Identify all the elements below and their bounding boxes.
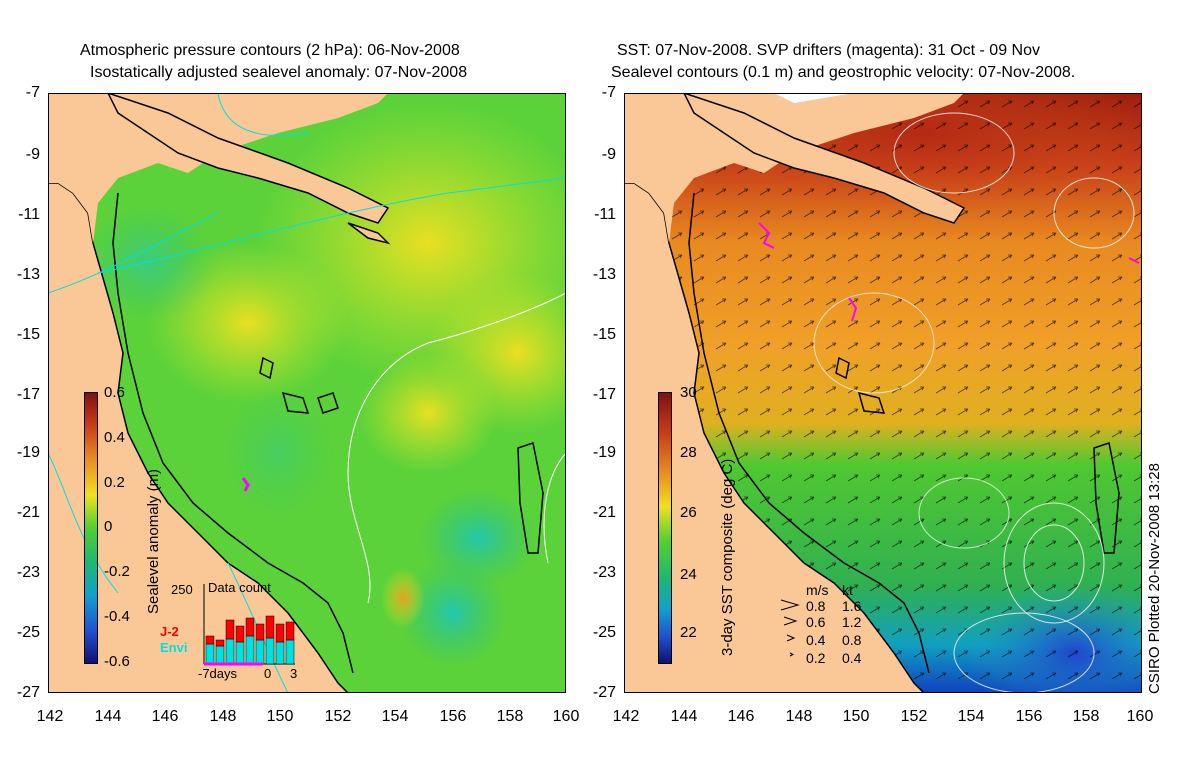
histogram-series-b: Envi [160, 640, 188, 655]
left-xtick: 144 [94, 708, 122, 725]
left-colorbar-tick: 0.4 [104, 429, 125, 446]
left-ytick: -13 [16, 266, 40, 283]
right-xtick: 142 [612, 708, 640, 725]
velocity-legend-header-ms: m/s [806, 582, 829, 598]
left-colorbar-tick: -0.2 [104, 563, 130, 580]
left-colorbar-tick: 0.6 [104, 384, 125, 401]
histogram-ymax: 250 [171, 582, 193, 597]
right-ytick: -27 [592, 684, 616, 701]
right-colorbar-tick: 26 [680, 504, 697, 521]
velocity-legend-ms: 0.8 [806, 598, 826, 614]
left-colorbar-tick: 0.2 [104, 474, 125, 491]
right-xtick: 144 [670, 708, 698, 725]
right-colorbar [658, 392, 672, 664]
left-xtick: 158 [496, 708, 524, 725]
left-ytick: -7 [25, 84, 40, 101]
velocity-legend-ms: 0.4 [806, 632, 826, 648]
right-ytick: -17 [592, 386, 616, 403]
histogram-bars [205, 615, 295, 665]
right-xtick: 154 [957, 708, 985, 725]
left-colorbar-tick: -0.4 [104, 608, 130, 625]
histogram-xlabel-left: -7days [198, 666, 238, 681]
left-xtick: 146 [151, 708, 179, 725]
left-title-line1: Atmospheric pressure contours (2 hPa): 0… [80, 42, 460, 59]
right-xtick: 150 [842, 708, 870, 725]
left-xtick: 160 [552, 708, 580, 725]
right-colorbar-label: 3-day SST composite (deg C) [719, 458, 736, 656]
right-ytick: -15 [592, 326, 616, 343]
left-colorbar-tick: 0 [104, 518, 113, 535]
left-xtick: 142 [36, 708, 64, 725]
right-xtick: 158 [1072, 708, 1100, 725]
right-ytick: -19 [592, 444, 616, 461]
right-xtick: 148 [785, 708, 813, 725]
velocity-legend-kt: 1.2 [842, 614, 862, 630]
right-xtick: 152 [900, 708, 928, 725]
left-sealevel-map [48, 93, 566, 693]
right-colorbar-tick: 28 [680, 444, 697, 461]
right-colorbar-tick: 24 [680, 566, 697, 583]
right-ytick: -11 [594, 206, 616, 223]
left-xtick: 156 [439, 708, 467, 725]
velocity-legend-header-kt: kt [842, 582, 853, 598]
right-xtick: 146 [727, 708, 755, 725]
left-xtick: 152 [324, 708, 352, 725]
left-ytick: -17 [16, 386, 40, 403]
velocity-legend-arrows [780, 599, 800, 657]
right-title-line1: SST: 07-Nov-2008. SVP drifters (magenta)… [617, 42, 1040, 59]
right-colorbar-tick: 22 [680, 624, 697, 641]
velocity-legend-kt: 1.6 [842, 598, 862, 614]
left-colorbar-label: Sealevel anomaly (m) [145, 468, 162, 614]
right-ytick: -23 [592, 564, 616, 581]
right-sst-map [624, 93, 1142, 693]
right-title-line2: Sealevel contours (0.1 m) and geostrophi… [611, 64, 1076, 81]
left-ytick: -11 [18, 206, 40, 223]
left-ytick: -9 [25, 146, 40, 163]
histogram-series-a: J-2 [160, 624, 179, 639]
histogram-title: Data count [208, 580, 271, 595]
histogram-chart [203, 584, 295, 666]
velocity-legend-kt: 0.8 [842, 632, 862, 648]
credit-text: CSIRO Plotted 20-Nov-2008 13:28 [1146, 463, 1163, 694]
left-ytick: -25 [16, 624, 40, 641]
right-xtick: 160 [1126, 708, 1154, 725]
right-ytick: -9 [601, 146, 616, 163]
right-ytick: -13 [592, 266, 616, 283]
histogram-xlabel-right: 3 [290, 666, 298, 681]
left-title-line2: Isostatically adjusted sealevel anomaly:… [90, 64, 468, 81]
left-ytick: -19 [16, 444, 40, 461]
right-ytick: -25 [592, 624, 616, 641]
left-colorbar [84, 392, 98, 664]
histogram-xlabel-mid: 0 [264, 666, 272, 681]
left-xtick: 154 [381, 708, 409, 725]
left-ytick: -27 [16, 684, 40, 701]
right-ytick: -7 [601, 84, 616, 101]
left-ytick: -23 [16, 564, 40, 581]
velocity-legend-ms: 0.2 [806, 650, 826, 666]
left-ytick: -15 [16, 326, 40, 343]
left-xtick: 148 [209, 708, 237, 725]
right-colorbar-tick: 30 [680, 384, 697, 401]
velocity-legend-kt: 0.4 [842, 650, 862, 666]
velocity-legend-ms: 0.6 [806, 614, 826, 630]
left-xtick: 150 [266, 708, 294, 725]
left-ytick: -21 [16, 504, 40, 521]
right-ytick: -21 [592, 504, 616, 521]
left-colorbar-tick: -0.6 [104, 653, 130, 670]
right-xtick: 156 [1015, 708, 1043, 725]
